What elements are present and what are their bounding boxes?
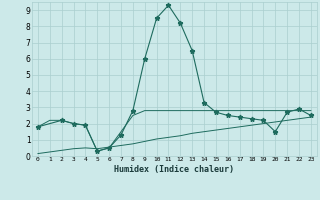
X-axis label: Humidex (Indice chaleur): Humidex (Indice chaleur): [115, 165, 234, 174]
